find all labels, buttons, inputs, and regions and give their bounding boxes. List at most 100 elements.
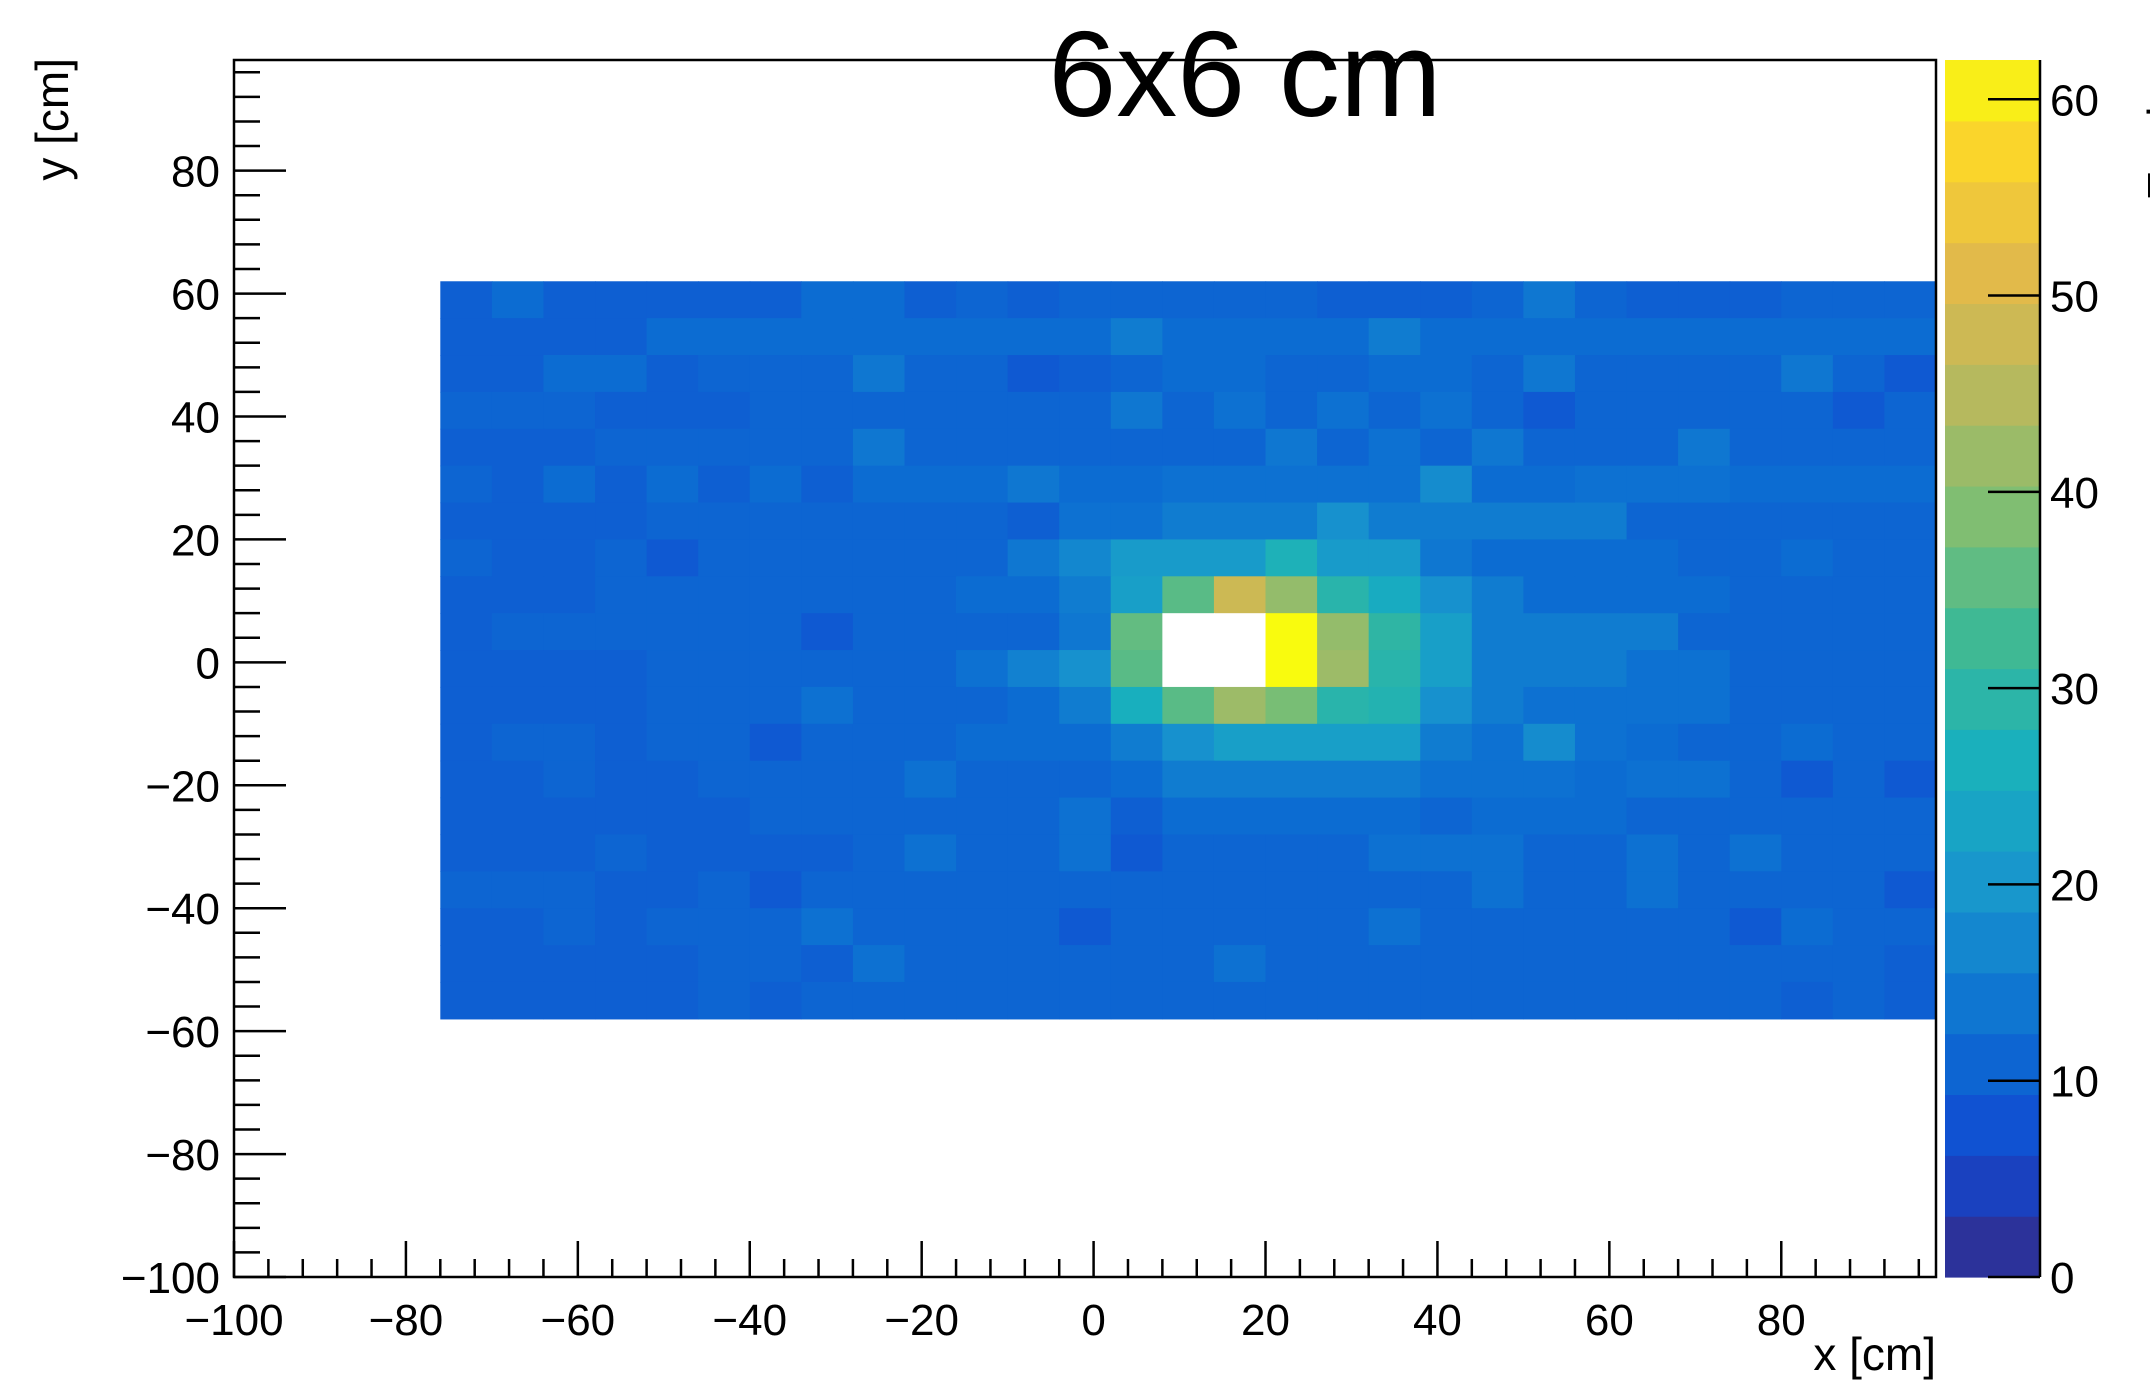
heatmap-cell <box>698 355 751 393</box>
heatmap-cell <box>1574 686 1628 725</box>
heatmap-cell <box>1678 686 1731 725</box>
heatmap-cell <box>1832 760 1886 799</box>
heatmap-cell <box>1678 760 1731 799</box>
heatmap-cell <box>1729 391 1782 430</box>
heatmap-cell <box>595 613 648 651</box>
heatmap-cell <box>1523 981 1576 1020</box>
heatmap-cell <box>1265 686 1318 725</box>
heatmap-cell <box>646 723 699 762</box>
heatmap-cell <box>1574 539 1628 577</box>
heatmap-cell <box>1317 945 1370 983</box>
heatmap-cell <box>1213 539 1267 577</box>
y-tick-label: 0 <box>196 639 220 688</box>
z-tick-label: 10 <box>2050 1058 2099 1107</box>
heatmap-cell <box>1007 908 1060 946</box>
heatmap-cell <box>491 502 545 541</box>
heatmap-cell <box>801 908 854 946</box>
heatmap-cell <box>646 576 699 614</box>
heatmap-cell <box>1471 428 1524 467</box>
heatmap-cell <box>440 650 493 688</box>
heatmap-cell <box>440 834 493 872</box>
heatmap-cell <box>1523 428 1576 467</box>
heatmap-cell <box>1678 281 1731 319</box>
heatmap-cell <box>801 871 854 909</box>
heatmap-cell <box>1420 465 1473 504</box>
heatmap-cell <box>1832 723 1886 762</box>
heatmap-cell <box>1523 797 1576 836</box>
heatmap-cell <box>1059 281 1112 319</box>
heatmap-cell <box>595 760 648 799</box>
heatmap-cell <box>1678 945 1731 983</box>
heatmap-cell <box>595 871 648 909</box>
heatmap-cell <box>543 650 596 688</box>
heatmap-cell <box>1471 945 1524 983</box>
heatmap-cell <box>646 502 699 541</box>
heatmap-cell <box>1368 834 1421 872</box>
heatmap-cell <box>1059 465 1112 504</box>
heatmap-cell <box>1626 502 1679 541</box>
heatmap-cell <box>1626 355 1679 393</box>
heatmap-cell <box>1110 908 1163 946</box>
heatmap-cell <box>1007 355 1060 393</box>
y-axis: −100 −80 −60 −40 −20 0 20 40 60 80 <box>121 71 286 1303</box>
heatmap-cell <box>904 576 957 614</box>
heatmap-cell <box>491 908 545 946</box>
heatmap-cell <box>1832 539 1886 577</box>
heatmap-cell <box>1523 355 1576 393</box>
heatmap-cell <box>956 281 1009 319</box>
heatmap-cell <box>956 686 1009 725</box>
heatmap-cell <box>1265 613 1318 651</box>
heatmap-cell <box>1884 797 1937 836</box>
palette-step <box>1945 485 2040 548</box>
heatmap-cell <box>1574 760 1628 799</box>
heatmap-cell <box>1884 539 1937 577</box>
heatmap-cell <box>543 981 596 1020</box>
heatmap-cell <box>1059 908 1112 946</box>
heatmap-cell <box>1626 981 1679 1020</box>
palette-step <box>1945 729 2040 791</box>
heatmap-cell <box>1678 502 1731 541</box>
heatmap-cell <box>1317 318 1370 356</box>
heatmap-cell <box>904 613 957 651</box>
y-tick-label: 40 <box>171 393 220 442</box>
heatmap-cell <box>1523 576 1576 614</box>
heatmap-cell <box>1059 318 1112 356</box>
heatmap-cell <box>956 760 1009 799</box>
heatmap-cell <box>1162 834 1215 872</box>
heatmap-cell <box>904 391 957 430</box>
heatmap-cell <box>1420 871 1473 909</box>
heatmap-cell <box>1162 723 1215 762</box>
heatmap-cell <box>852 723 906 762</box>
heatmap-cell <box>1007 576 1060 614</box>
heatmap-cell <box>1678 576 1731 614</box>
heatmap-cell <box>440 465 493 504</box>
heatmap-cell <box>1059 502 1112 541</box>
heatmap-cell <box>646 465 699 504</box>
heatmap-cell <box>1317 981 1370 1020</box>
heatmap-cell <box>852 650 906 688</box>
heatmap-cell <box>1265 871 1318 909</box>
heatmap-cell <box>852 318 906 356</box>
heatmap-cell <box>1420 539 1473 577</box>
palette-step <box>1945 790 2040 852</box>
heatmap-cell <box>543 539 596 577</box>
heatmap-cell <box>543 723 596 762</box>
heatmap-cell <box>1317 797 1370 836</box>
heatmap-cell <box>1781 502 1834 541</box>
heatmap-cell <box>543 576 596 614</box>
heatmap-cell <box>1523 650 1576 688</box>
heatmap-cell <box>1884 723 1937 762</box>
heatmap-cell <box>956 428 1009 467</box>
heatmap-cell <box>1368 723 1421 762</box>
heatmap-cell <box>852 981 906 1020</box>
heatmap-cell <box>595 797 648 836</box>
heatmap-cell <box>1781 981 1834 1020</box>
heatmap-cell <box>1162 613 1215 651</box>
heatmap-cell <box>1884 834 1937 872</box>
y-axis-label: y [cm] <box>26 58 78 181</box>
heatmap-cell <box>749 723 802 762</box>
heatmap-cell <box>749 391 802 430</box>
heatmap-cell <box>1884 391 1937 430</box>
heatmap-cell <box>749 981 802 1020</box>
heatmap-cell <box>1884 428 1937 467</box>
